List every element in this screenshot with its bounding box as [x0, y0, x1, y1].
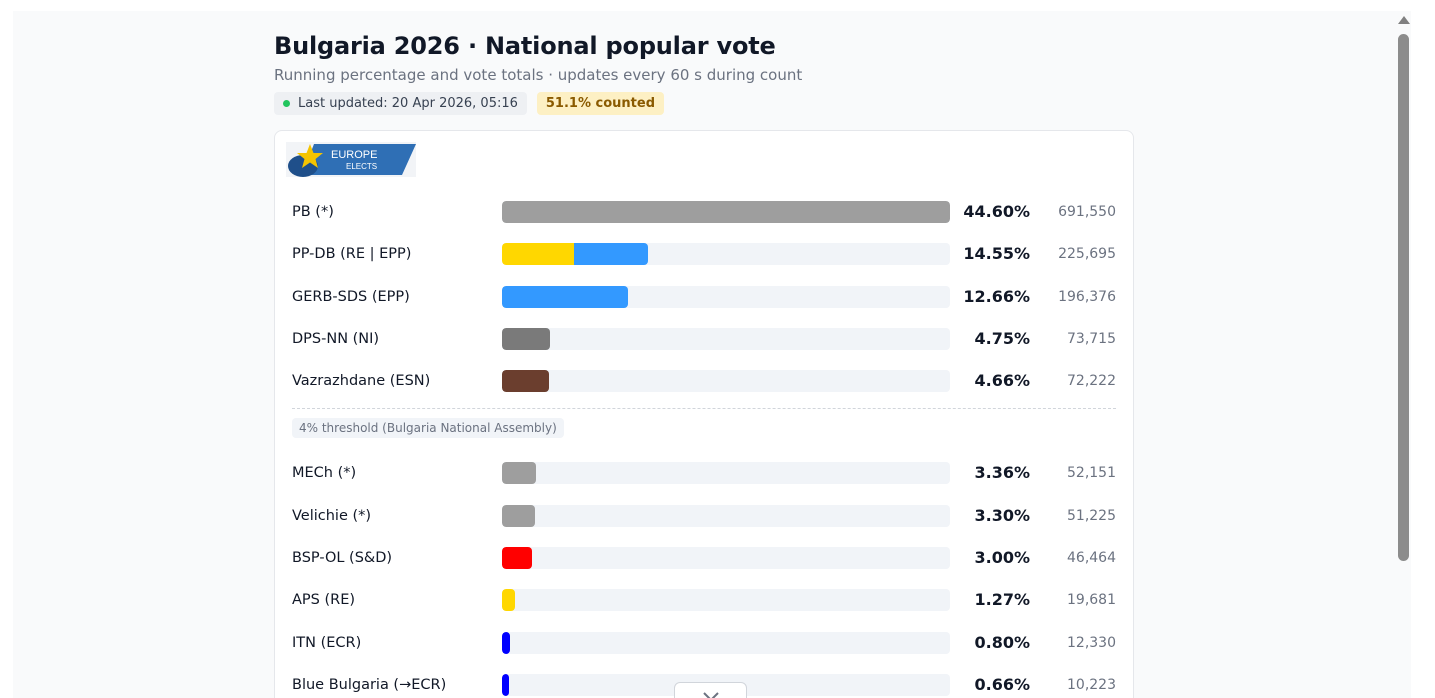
- europe-elects-logo: EUROPE ELECTS: [286, 142, 416, 177]
- bar-track: [502, 327, 950, 350]
- scroll-down-button[interactable]: [674, 682, 747, 698]
- scroll-up-arrow-icon[interactable]: [1398, 16, 1410, 24]
- results-card: EUROPE ELECTS PB (*) 44.60% 691,550 PP-DB (…: [274, 130, 1134, 698]
- bar-segment: [574, 243, 649, 266]
- vote-count: 51,225: [1067, 507, 1116, 524]
- logo-text-elects: ELECTS: [346, 162, 377, 171]
- header: Bulgaria 2026 · National popular vote Ru…: [274, 30, 1134, 115]
- counted-badge: 51.1% counted: [536, 92, 665, 115]
- party-label: BSP-OL (S&D): [292, 550, 393, 567]
- party-label: PP-DB (RE | EPP): [292, 246, 412, 263]
- bar-segment: [502, 504, 535, 527]
- threshold-divider: 4% threshold (Bulgaria National Assembly…: [292, 402, 1116, 452]
- bar-segment: [502, 547, 532, 570]
- bar-track: [502, 589, 950, 612]
- vote-percentage: 1.27%: [974, 590, 1030, 610]
- threshold-label: 4% threshold (Bulgaria National Assembly…: [292, 418, 564, 439]
- bar-segment: [502, 285, 629, 308]
- party-row: ITN (ECR) 0.80% 12,330: [292, 622, 1116, 664]
- vote-count: 12,330: [1067, 634, 1116, 651]
- party-label: GERB-SDS (EPP): [292, 288, 410, 305]
- rows-below-threshold: MECh (*) 3.36% 52,151 Velichie (*) 3.30% 51,2…: [292, 452, 1116, 698]
- vote-percentage: 4.75%: [974, 328, 1030, 348]
- bar-track: [502, 462, 950, 485]
- vote-count: 46,464: [1067, 550, 1116, 567]
- vote-count: 10,223: [1067, 676, 1116, 693]
- party-row: PP-DB (RE | EPP) 14.55% 225,695: [292, 233, 1116, 275]
- live-dot-icon: [283, 100, 290, 107]
- bar-track: [502, 243, 950, 266]
- bar-segment: [502, 673, 509, 696]
- vote-percentage: 0.80%: [974, 632, 1030, 652]
- chevron-down-icon: [703, 692, 719, 698]
- bar-segment: [502, 201, 950, 223]
- vote-percentage: 44.60%: [963, 202, 1030, 221]
- party-row: MECh (*) 3.36% 52,151: [292, 452, 1116, 494]
- logo-text-europe: EUROPE: [331, 149, 377, 161]
- threshold-line: [292, 408, 1116, 410]
- vote-percentage: 12.66%: [963, 286, 1030, 306]
- last-updated-badge: Last updated: 20 Apr 2026, 05:16: [274, 92, 527, 115]
- status-row: Last updated: 20 Apr 2026, 05:16 51.1% c…: [274, 92, 1134, 115]
- vote-count: 196,376: [1058, 288, 1116, 305]
- party-row: Velichie (*) 3.30% 51,225: [292, 495, 1116, 537]
- vote-count: 691,550: [1058, 204, 1116, 220]
- page-subtitle: Running percentage and vote totals · upd…: [274, 66, 803, 84]
- scrollbar-thumb[interactable]: [1398, 34, 1409, 561]
- vote-percentage: 3.36%: [974, 463, 1030, 483]
- bar-segment: [502, 589, 515, 612]
- page-title: Bulgaria 2026 · National popular vote: [274, 32, 776, 60]
- vote-percentage: 0.66%: [974, 674, 1030, 694]
- bar-segment: [502, 370, 549, 393]
- party-row: DPS-NN (NI) 4.75% 73,715: [292, 318, 1116, 360]
- bar-segment: [502, 327, 550, 350]
- party-row: PB (*) 44.60% 691,550: [292, 191, 1116, 233]
- vote-percentage: 3.00%: [974, 548, 1030, 568]
- bar-track: [502, 370, 950, 393]
- bar-segment: [502, 631, 511, 654]
- party-row: Vazrazhdane (ESN) 4.66% 72,222: [292, 360, 1116, 402]
- vote-count: 73,715: [1067, 330, 1116, 347]
- rows-above-threshold: PB (*) 44.60% 691,550 PP-DB (RE | EPP) 14.55…: [292, 191, 1116, 402]
- bar-track: [502, 201, 950, 223]
- bar-track: [502, 631, 950, 654]
- vote-count: 52,151: [1067, 465, 1116, 482]
- party-label: Blue Bulgaria (→ECR): [292, 676, 447, 693]
- party-label: ITN (ECR): [292, 634, 362, 651]
- party-label: PB (*): [292, 204, 334, 220]
- party-row: GERB-SDS (EPP) 12.66% 196,376: [292, 276, 1116, 318]
- vote-count: 225,695: [1058, 246, 1116, 263]
- party-row: APS (RE) 1.27% 19,681: [292, 579, 1116, 621]
- party-label: DPS-NN (NI): [292, 330, 380, 347]
- vote-count: 72,222: [1067, 373, 1116, 390]
- vote-percentage: 14.55%: [963, 244, 1030, 264]
- vote-count: 19,681: [1067, 592, 1116, 609]
- bar-track: [502, 285, 950, 308]
- bar-track: [502, 547, 950, 570]
- party-label: MECh (*): [292, 465, 357, 482]
- party-label: Vazrazhdane (ESN): [292, 373, 431, 390]
- bar-track: [502, 504, 950, 527]
- vote-percentage: 3.30%: [974, 505, 1030, 525]
- last-updated-text: Last updated: 20 Apr 2026, 05:16: [298, 96, 518, 111]
- scrollbar[interactable]: [1397, 16, 1411, 698]
- party-label: Velichie (*): [292, 507, 372, 524]
- bar-segment: [502, 243, 575, 266]
- bar-segment: [502, 462, 536, 485]
- results-list: PB (*) 44.60% 691,550 PP-DB (RE | EPP) 14.55…: [292, 191, 1116, 698]
- party-label: APS (RE): [292, 592, 356, 609]
- vote-percentage: 4.66%: [974, 371, 1030, 391]
- party-row: BSP-OL (S&D) 3.00% 46,464: [292, 537, 1116, 579]
